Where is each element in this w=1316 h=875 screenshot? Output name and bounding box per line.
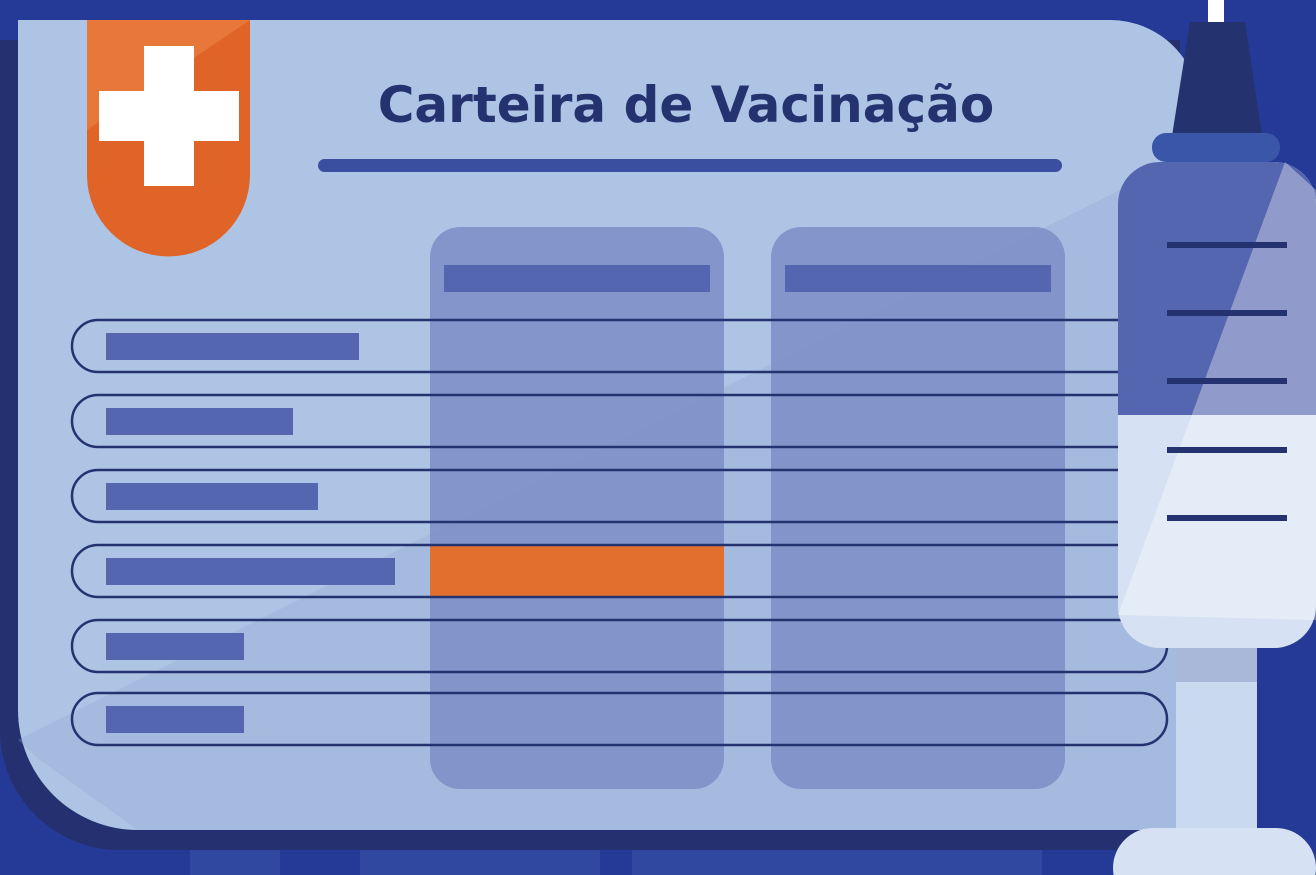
title-underline: [318, 159, 1062, 172]
title: Carteira de Vacinação: [378, 76, 995, 134]
row-label: [106, 408, 293, 435]
row-label: [106, 483, 318, 510]
needle: [1208, 0, 1224, 24]
illustration: Carteira de Vacinação: [0, 0, 1316, 875]
syringe-cap: [1152, 133, 1280, 162]
row-label: [106, 706, 244, 733]
row-label: [106, 633, 244, 660]
cross: [99, 91, 239, 141]
plunger-shadow: [1176, 648, 1257, 682]
column: [771, 227, 1065, 789]
column-header: [444, 265, 710, 292]
highlight-cell: [430, 545, 724, 598]
column: [430, 227, 724, 789]
row-label: [106, 333, 359, 360]
column-header: [785, 265, 1051, 292]
plunger-plate: [1113, 828, 1316, 875]
page: Carteira de Vacinação: [0, 0, 1316, 875]
row-label: [106, 558, 395, 585]
